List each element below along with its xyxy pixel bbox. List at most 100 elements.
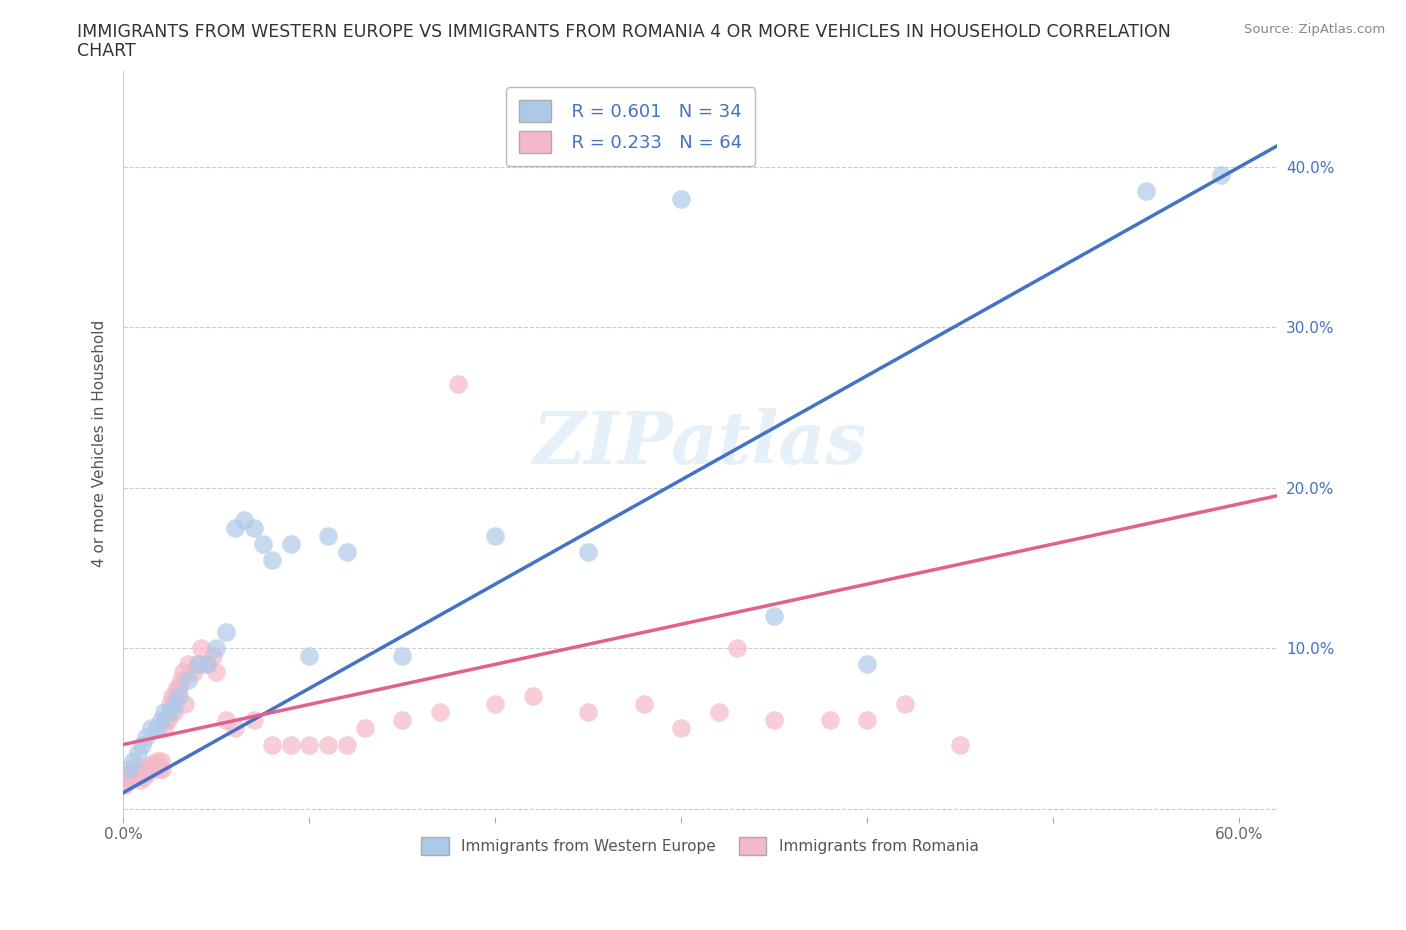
Point <box>707 705 730 720</box>
Point <box>391 713 413 728</box>
Point <box>155 713 177 728</box>
Point <box>165 697 187 711</box>
Point <box>135 761 157 776</box>
Point <box>190 641 212 656</box>
Point <box>124 769 146 784</box>
Point <box>141 721 163 736</box>
Point <box>159 697 181 711</box>
Point <box>129 773 152 788</box>
Point <box>335 737 357 752</box>
Point <box>135 729 157 744</box>
Point <box>633 697 655 711</box>
Point <box>143 756 166 771</box>
Point <box>252 537 274 551</box>
Point <box>242 713 264 728</box>
Point <box>166 681 188 696</box>
Point <box>149 753 172 768</box>
Point <box>763 609 786 624</box>
Point <box>893 697 915 711</box>
Point <box>146 721 169 736</box>
Point <box>118 761 141 776</box>
Point <box>160 689 183 704</box>
Point <box>165 689 187 704</box>
Legend: Immigrants from Western Europe, Immigrants from Romania: Immigrants from Western Europe, Immigran… <box>415 830 984 861</box>
Point <box>280 537 302 551</box>
Point <box>671 721 693 736</box>
Point <box>153 705 176 720</box>
Point <box>121 761 143 776</box>
Point <box>131 737 153 752</box>
Point <box>177 657 200 671</box>
Point <box>195 657 218 671</box>
Point <box>280 737 302 752</box>
Point <box>167 681 190 696</box>
Point <box>224 721 246 736</box>
Text: CHART: CHART <box>77 42 136 60</box>
Point <box>298 649 321 664</box>
Point <box>153 721 176 736</box>
Point <box>156 713 179 728</box>
Y-axis label: 4 or more Vehicles in Household: 4 or more Vehicles in Household <box>93 320 107 567</box>
Text: Source: ZipAtlas.com: Source: ZipAtlas.com <box>1244 23 1385 36</box>
Point <box>183 665 205 680</box>
Point <box>131 766 153 781</box>
Point <box>354 721 377 736</box>
Point <box>484 697 506 711</box>
Point <box>484 528 506 543</box>
Point <box>170 673 193 688</box>
Point <box>115 769 138 784</box>
Point <box>162 705 184 720</box>
Point <box>1135 183 1157 198</box>
Point <box>148 761 170 776</box>
Point <box>120 766 142 781</box>
Point <box>201 649 224 664</box>
Point <box>138 761 160 776</box>
Point <box>114 777 136 792</box>
Point <box>576 545 599 560</box>
Point <box>725 641 748 656</box>
Point <box>671 192 693 206</box>
Point <box>136 766 159 781</box>
Point <box>205 641 228 656</box>
Point <box>172 665 194 680</box>
Text: ZIPatlas: ZIPatlas <box>533 408 868 479</box>
Point <box>127 745 149 760</box>
Point <box>335 545 357 560</box>
Point <box>298 737 321 752</box>
Point <box>224 521 246 536</box>
Point <box>195 657 218 671</box>
Point <box>447 376 470 391</box>
Point <box>150 761 173 776</box>
Point <box>949 737 972 752</box>
Point <box>141 756 163 771</box>
Point <box>763 713 786 728</box>
Point <box>187 657 209 671</box>
Point <box>177 673 200 688</box>
Point <box>173 697 195 711</box>
Text: IMMIGRANTS FROM WESTERN EUROPE VS IMMIGRANTS FROM ROMANIA 4 OR MORE VEHICLES IN : IMMIGRANTS FROM WESTERN EUROPE VS IMMIGR… <box>77 23 1171 41</box>
Point <box>818 713 841 728</box>
Point <box>233 512 256 527</box>
Point <box>576 705 599 720</box>
Point <box>167 689 190 704</box>
Point <box>125 766 148 781</box>
Point <box>1209 167 1232 182</box>
Point <box>205 665 228 680</box>
Point <box>856 657 879 671</box>
Point <box>127 769 149 784</box>
Point <box>121 753 143 768</box>
Point <box>142 761 165 776</box>
Point <box>391 649 413 664</box>
Point <box>149 713 172 728</box>
Point <box>316 737 339 752</box>
Point <box>214 625 236 640</box>
Point <box>146 753 169 768</box>
Point <box>242 521 264 536</box>
Point <box>118 773 141 788</box>
Point <box>856 713 879 728</box>
Point <box>262 737 284 752</box>
Point <box>429 705 451 720</box>
Point <box>522 689 544 704</box>
Point <box>262 552 284 567</box>
Point <box>132 769 155 784</box>
